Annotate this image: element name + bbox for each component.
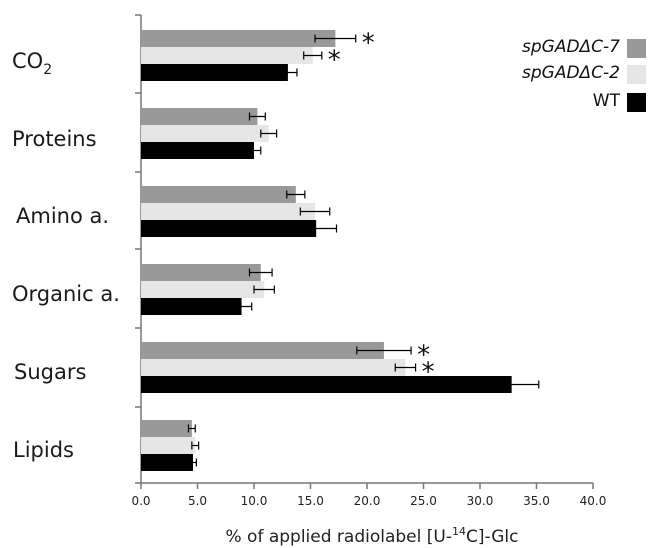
category-label: CO2 xyxy=(12,49,52,78)
significance-star: * xyxy=(417,341,430,371)
category-label: Proteins xyxy=(12,127,97,151)
bar xyxy=(141,454,193,471)
x-axis-label-sup: 14 xyxy=(452,525,466,538)
x-tick-label: 15.0 xyxy=(297,494,324,508)
significance-star: * xyxy=(362,29,375,59)
bar xyxy=(141,220,317,237)
category-label: Amino a. xyxy=(16,204,109,228)
bar xyxy=(141,359,406,376)
significance-marks-group: **** xyxy=(328,29,435,388)
x-tick-label: 5.0 xyxy=(188,494,207,508)
x-tick-label: 35.0 xyxy=(523,494,550,508)
x-axis: 0.0 5.0 10.0 15.0 20.0 25.0 30.0 35.0 40.0 xyxy=(131,482,607,508)
bar xyxy=(141,186,296,203)
legend-label: WT xyxy=(593,91,621,111)
category-labels: CO2 Proteins Amino a. Organic a. Sugars Lipid… xyxy=(12,49,120,462)
category-axis xyxy=(135,14,142,484)
category-label: Lipids xyxy=(13,438,74,462)
bar xyxy=(141,437,196,454)
x-tick-label: 40.0 xyxy=(580,494,607,508)
bar xyxy=(141,108,258,125)
bar xyxy=(141,342,384,359)
x-axis-label: % of applied radiolabel [U-14C]-Glc xyxy=(225,525,518,547)
bar xyxy=(141,30,336,47)
bar xyxy=(141,47,313,64)
category-label: Organic a. xyxy=(12,282,120,306)
bar xyxy=(141,203,316,220)
bar xyxy=(141,376,512,393)
bar xyxy=(141,142,254,159)
x-axis-label-prefix: % of applied radiolabel [U- xyxy=(225,527,452,547)
legend-swatch xyxy=(627,39,646,58)
bars-group xyxy=(141,30,512,471)
x-tick-label: 30.0 xyxy=(467,494,494,508)
legend-label: spGADΔC-7 xyxy=(522,37,620,57)
bar xyxy=(141,64,288,81)
category-label: Sugars xyxy=(14,360,86,384)
significance-star: * xyxy=(328,46,341,76)
bar xyxy=(141,264,261,281)
legend-swatch xyxy=(627,93,646,112)
x-tick-label: 20.0 xyxy=(354,494,381,508)
legend-label: spGADΔC-2 xyxy=(522,63,620,83)
error-bars-group xyxy=(187,34,540,467)
x-tick-label: 0.0 xyxy=(131,494,150,508)
x-axis-label-suffix: C]-Glc xyxy=(466,527,519,547)
x-tick-label: 25.0 xyxy=(410,494,437,508)
legend-swatch xyxy=(627,65,646,84)
bar xyxy=(141,298,242,315)
bar xyxy=(141,420,192,437)
bar xyxy=(141,125,269,142)
bar xyxy=(141,281,265,298)
significance-star: * xyxy=(422,358,435,388)
x-tick-label: 10.0 xyxy=(241,494,268,508)
legend: spGADΔC-7 spGADΔC-2 WT xyxy=(522,37,646,112)
